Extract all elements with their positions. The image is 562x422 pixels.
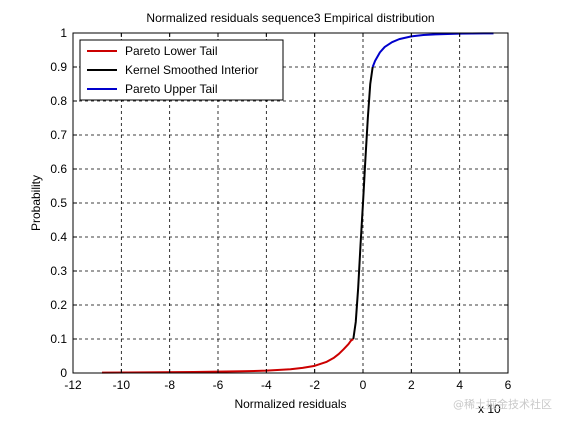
series-line-3 — [371, 32, 494, 68]
x-tick-label: 4 — [456, 378, 463, 392]
x-axis-title: Normalized residuals — [234, 397, 346, 411]
x-tick-label: 2 — [408, 378, 415, 392]
legend: Pareto Lower Tail Kernel Smoothed Interio… — [79, 39, 284, 101]
legend-label-2: Kernel Smoothed Interior — [125, 63, 258, 77]
y-tick-label: 0.2 — [50, 298, 67, 312]
y-axis-title: Probability — [29, 175, 43, 231]
y-tick-label: 0.1 — [50, 332, 67, 346]
series-line-2 — [352, 66, 374, 340]
x-tick-label: -8 — [164, 378, 175, 392]
x-tick-label: -10 — [113, 378, 131, 392]
y-tick-label: 0.9 — [50, 60, 67, 74]
x-tick-label: -2 — [309, 378, 320, 392]
x-tick-label: -6 — [213, 378, 224, 392]
x-tick-label: 6 — [505, 378, 512, 392]
x-tick-label: -12 — [64, 378, 82, 392]
y-tick-label: 1 — [60, 26, 67, 40]
series-line-1 — [101, 338, 354, 374]
watermark-text: @稀土掘金技术社区 — [453, 397, 552, 411]
chart-title: Normalized residuals sequence3 Empirical… — [146, 11, 434, 25]
y-tick-label: 0.6 — [50, 162, 67, 176]
legend-label-3: Pareto Upper Tail — [125, 82, 218, 96]
x-tick-label: -4 — [261, 378, 272, 392]
y-tick-label: 0.5 — [50, 196, 67, 210]
y-tick-label: 0 — [60, 366, 67, 380]
y-tick-label: 0.3 — [50, 264, 67, 278]
legend-label-1: Pareto Lower Tail — [125, 44, 218, 58]
y-tick-label: 0.8 — [50, 94, 67, 108]
y-tick-label: 0.7 — [50, 128, 67, 142]
x-tick-label: 0 — [360, 378, 367, 392]
y-tick-label: 0.4 — [50, 230, 67, 244]
x-exponent-label: x 10 — [478, 402, 501, 416]
